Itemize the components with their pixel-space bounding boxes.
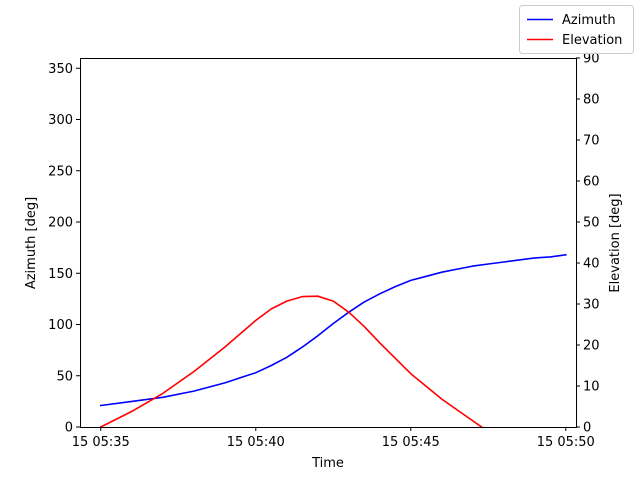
legend-label-azimuth: Azimuth (562, 13, 616, 28)
legend-label-elevation: Elevation (562, 33, 622, 48)
y-axis-right-label: Elevation [deg] (608, 193, 623, 292)
x-axis: 15 05:35 15 05:40 15 05:45 15 05:50 (72, 427, 595, 450)
y-right-tick-label: 60 (583, 175, 600, 190)
series-line-azimuth (99, 253, 567, 407)
y-axis-left-label: Azimuth [deg] (24, 197, 39, 289)
y-left-tick-label: 250 (48, 164, 73, 179)
y-left-tick-label: 100 (48, 318, 73, 333)
x-tick-label: 15 05:40 (227, 435, 285, 450)
series-line-elevation (99, 295, 484, 427)
y-left-tick-label: 350 (48, 62, 73, 77)
x-tick-label: 15 05:50 (537, 435, 595, 450)
x-axis-label: Time (311, 456, 344, 471)
y-right-tick-label: 40 (583, 257, 600, 272)
plot-frame (80, 58, 577, 428)
x-tick-label: 15 05:45 (382, 435, 440, 450)
x-tick-label: 15 05:35 (72, 435, 130, 450)
legend-box (519, 5, 634, 54)
y-left-tick-label: 200 (48, 216, 73, 231)
y-axis-left: 0 50 100 150 200 250 300 350 (48, 62, 80, 436)
y-right-tick-label: 20 (583, 339, 600, 354)
y-right-tick-label: 30 (583, 298, 600, 313)
y-left-tick-label: 50 (56, 369, 73, 384)
y-left-tick-label: 150 (48, 267, 73, 282)
y-left-tick-label: 0 (65, 421, 73, 436)
y-axis-right: 0 10 20 30 40 50 60 70 80 90 (576, 52, 600, 436)
y-right-tick-label: 0 (583, 421, 591, 436)
plot-lines (99, 253, 567, 427)
y-right-tick-label: 10 (583, 380, 600, 395)
y-left-tick-label: 300 (48, 113, 73, 128)
y-right-tick-label: 70 (583, 134, 600, 149)
y-right-tick-label: 50 (583, 216, 600, 231)
y-right-tick-label: 90 (583, 52, 600, 67)
y-right-tick-label: 80 (583, 93, 600, 108)
legend: Azimuth Elevation (519, 5, 634, 54)
